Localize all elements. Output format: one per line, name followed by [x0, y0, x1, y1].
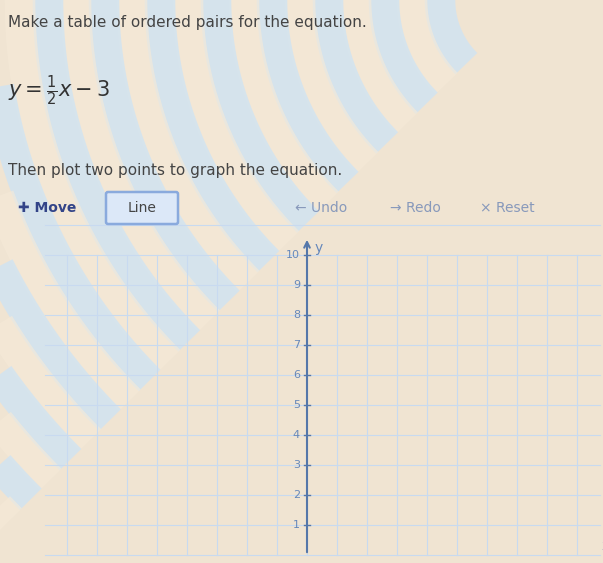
Text: ✚ Move: ✚ Move [18, 201, 77, 215]
Text: y: y [315, 241, 323, 255]
Text: 8: 8 [293, 310, 300, 320]
Text: 1: 1 [293, 520, 300, 530]
Text: 2: 2 [293, 490, 300, 500]
FancyBboxPatch shape [106, 192, 178, 224]
Text: Then plot two points to graph the equation.: Then plot two points to graph the equati… [8, 163, 343, 178]
Text: 10: 10 [286, 250, 300, 260]
Text: 5: 5 [293, 400, 300, 410]
Text: 4: 4 [293, 430, 300, 440]
Text: $y = \frac{1}{2}x - 3$: $y = \frac{1}{2}x - 3$ [8, 73, 110, 108]
Text: Make a table of ordered pairs for the equation.: Make a table of ordered pairs for the eq… [8, 15, 367, 30]
Text: x: x [602, 539, 603, 553]
Text: 3: 3 [293, 460, 300, 470]
Text: 6: 6 [293, 370, 300, 380]
Text: → Redo: → Redo [390, 201, 441, 215]
Text: × Reset: × Reset [480, 201, 535, 215]
Text: ← Undo: ← Undo [295, 201, 347, 215]
Text: 7: 7 [293, 340, 300, 350]
Text: Line: Line [128, 201, 156, 215]
Text: 9: 9 [293, 280, 300, 290]
